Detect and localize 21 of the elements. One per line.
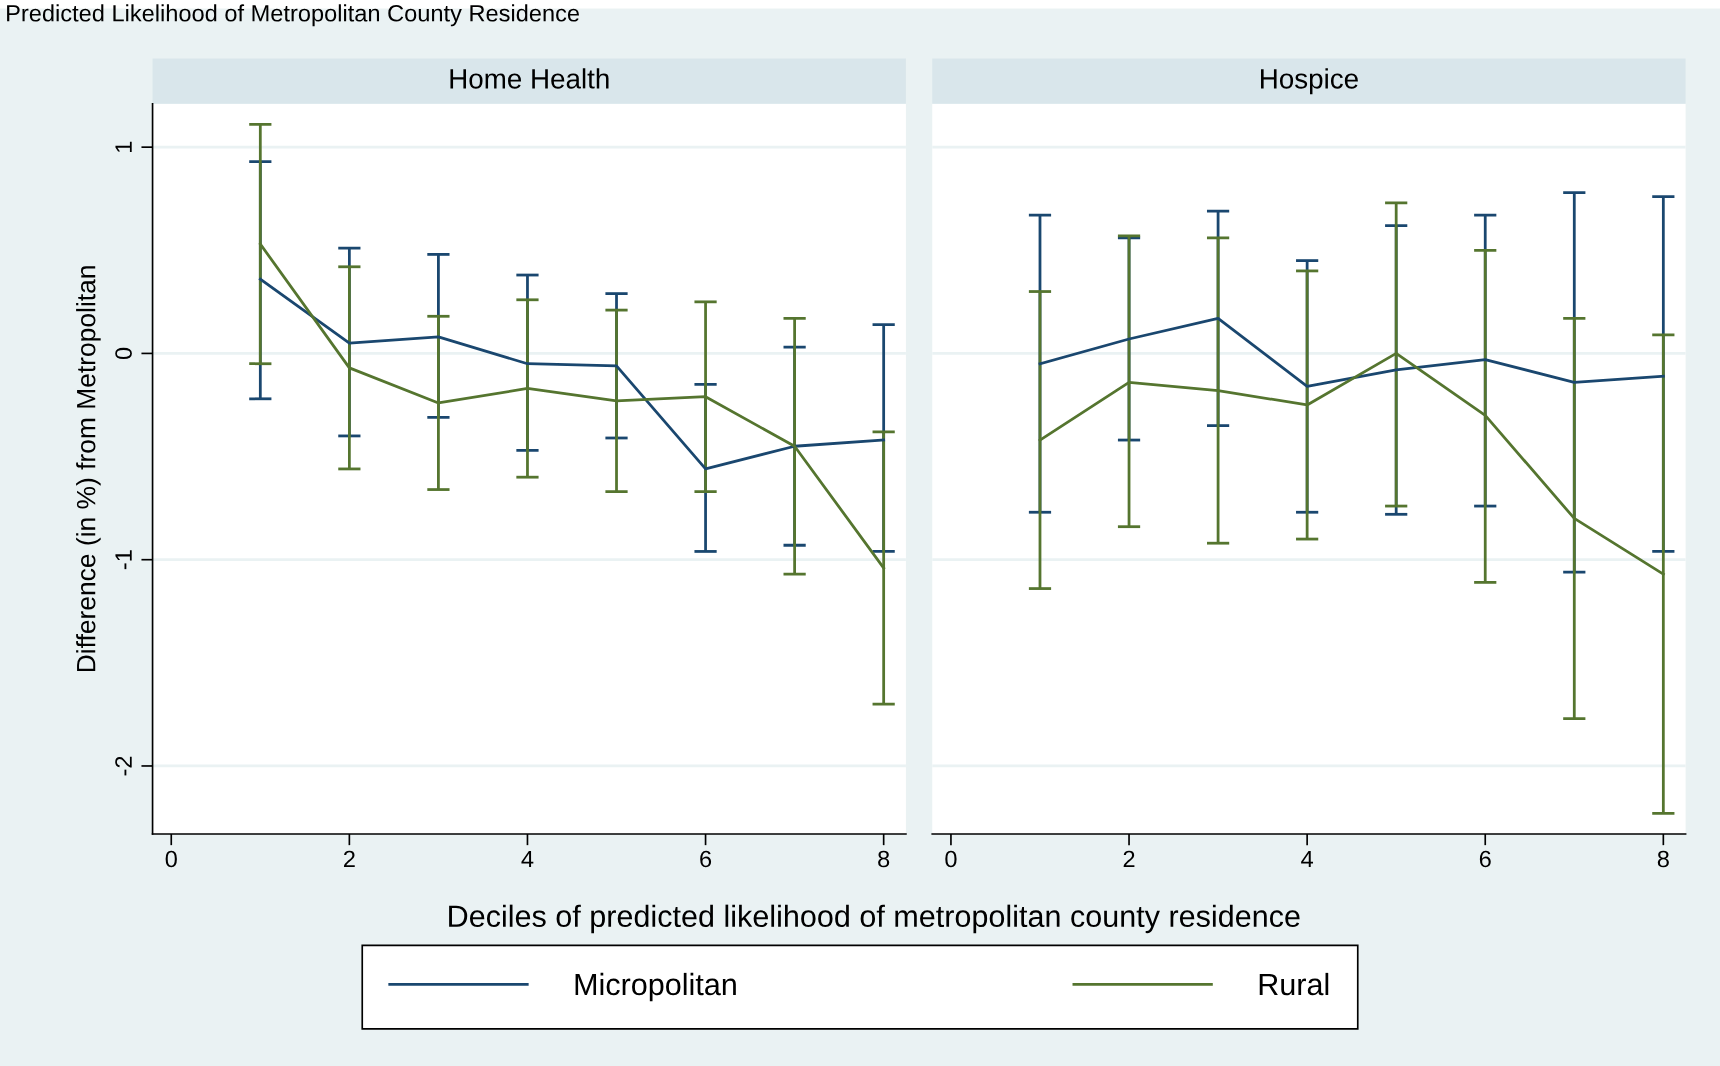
x-tick-label: 6: [700, 850, 712, 868]
x-tick-label: 2: [343, 850, 355, 868]
x-tick-label: 4: [521, 850, 534, 868]
x-tick-label: 4: [1301, 850, 1314, 868]
text: Predicted Likelihood of Metropolitan County Residence: [7, 4, 579, 27]
x-tick-label: 8: [1657, 850, 1669, 868]
x-tick-label: 0: [945, 850, 957, 868]
x-tick-label: 2: [1123, 850, 1135, 868]
y-tick-label: -1: [115, 550, 132, 570]
legend-label: Rural: [1259, 972, 1329, 996]
x-tick-label: 0: [165, 850, 177, 868]
x-tick-label: 8: [878, 850, 890, 868]
legend-label: Micropolitan: [575, 972, 736, 1002]
y-tick-label: -2: [115, 756, 132, 776]
x-tick-label: 6: [1479, 850, 1491, 868]
chart-title: Hospice: [1261, 68, 1358, 95]
chart-title: Home Health: [450, 68, 609, 89]
y-axis-title: Difference (in %) from Metropolitan: [76, 266, 101, 672]
y-tick-label: 0: [115, 347, 132, 360]
x-axis-title: Deciles of predicted likelihood of metropolitan county residence: [449, 904, 1300, 934]
y-tick-label: 1: [115, 141, 132, 152]
